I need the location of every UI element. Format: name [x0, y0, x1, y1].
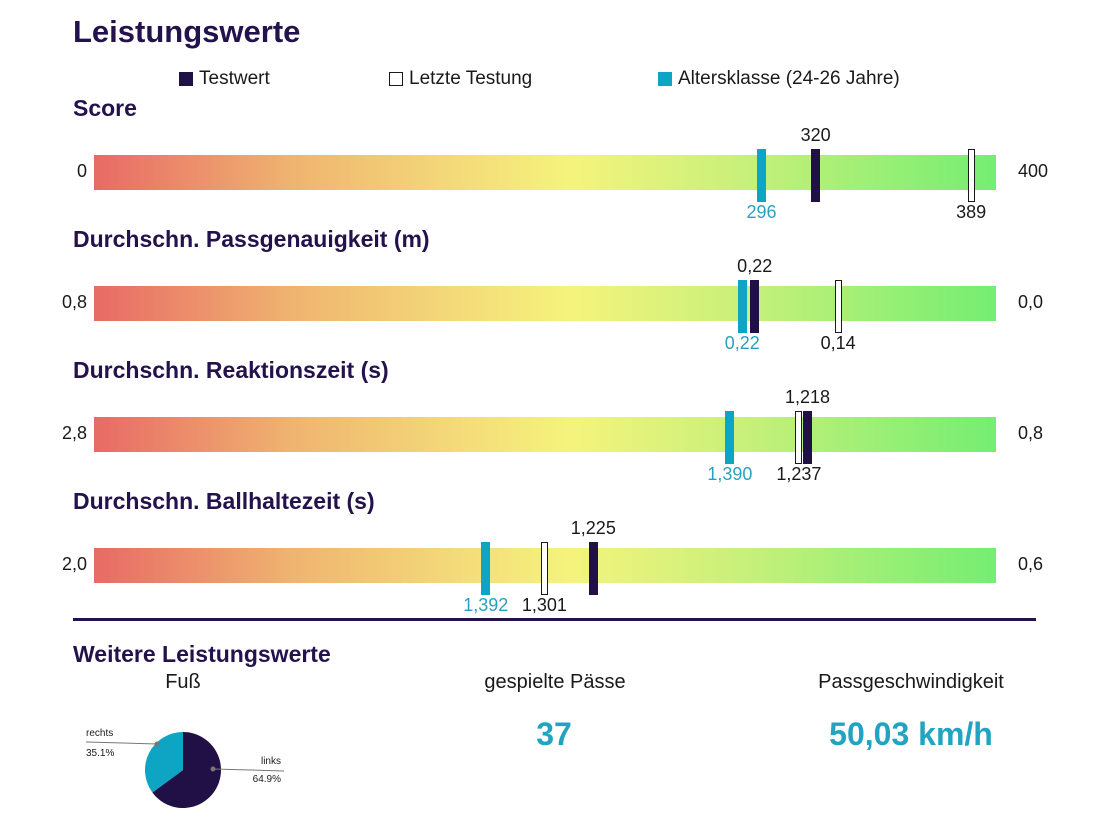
marker-age: [725, 411, 735, 464]
page-title: Leistungswerte: [73, 14, 301, 49]
marker-age: [481, 542, 491, 595]
label-last: 389: [956, 202, 987, 222]
label-last: 1,301: [521, 595, 567, 615]
speed-label: Passgeschwindigkeit: [818, 671, 1004, 693]
gradient-bar: [94, 286, 996, 321]
foot-label: Fuß: [165, 671, 201, 693]
metric-title: Durchschn. Reaktionszeit (s): [73, 357, 389, 383]
marker-last: [967, 149, 975, 202]
marker-last: [540, 542, 548, 595]
label-test: 0,22: [737, 256, 773, 276]
scale-max-label: 0,8: [1018, 423, 1044, 443]
scale-min-label: 2,0: [61, 554, 87, 574]
pie-leader-dot-rechts: [154, 741, 160, 747]
label-test: 1,225: [570, 518, 616, 538]
label-test: 1,218: [784, 387, 830, 407]
legend-item-testwert: Testwert: [179, 68, 270, 90]
marker-test: [802, 411, 812, 464]
pie-leader-rechts: [85, 741, 158, 745]
pie-label-links: links: [261, 756, 281, 767]
pie-label-rechts: rechts: [86, 728, 113, 739]
legend-swatch-testwert: [179, 72, 193, 86]
label-last: 0,14: [820, 333, 856, 353]
metric-passgenauigkeit: Durchschn. Passgenauigkeit (m) 0,8 0,0 0…: [0, 226, 1101, 353]
metric-title: Score: [73, 95, 137, 121]
scale-max-label: 0,0: [1018, 292, 1044, 312]
pie-leader-links: [212, 768, 285, 772]
passes-value: 37: [536, 716, 572, 752]
gradient-bar: [94, 417, 996, 452]
label-age: 1,392: [463, 595, 509, 615]
pie-slice-links: [152, 732, 222, 808]
marker-age: [737, 280, 747, 333]
metric-ballhaltezeit: Durchschn. Ballhaltezeit (s) 2,0 0,6 1,2…: [0, 488, 1101, 615]
pie-leader-dot-links: [210, 766, 216, 772]
pie-value-links: 64.9%: [253, 774, 281, 785]
marker-age: [756, 149, 766, 202]
section-title: Weitere Leistungswerte: [73, 641, 331, 667]
legend-swatch-altersklasse: [658, 72, 672, 86]
marker-last: [795, 411, 803, 464]
scale-max-label: 0,6: [1018, 554, 1044, 574]
legend-label-letzte-testung: Letzte Testung: [409, 68, 533, 89]
label-age: 0,22: [724, 333, 760, 353]
legend-item-letzte-testung: Letzte Testung: [389, 68, 532, 90]
scale-min-label: 0,8: [61, 292, 87, 312]
metric-score: Score 0 400 320 296 389: [0, 95, 1101, 222]
legend-label-altersklasse: Altersklasse (24-26 Jahre): [678, 68, 900, 89]
section-divider: [73, 618, 1036, 621]
speed-value: 50,03 km/h: [829, 716, 993, 752]
label-test: 320: [800, 125, 831, 145]
marker-test: [750, 280, 760, 333]
legend-item-altersklasse: Altersklasse (24-26 Jahre): [658, 68, 900, 90]
gradient-bar: [94, 155, 996, 190]
scale-max-label: 400: [1018, 161, 1049, 181]
pie-value-rechts: 35.1%: [86, 748, 114, 759]
metric-title: Durchschn. Passgenauigkeit (m): [73, 226, 430, 252]
passes-label: gespielte Pässe: [484, 671, 626, 693]
scale-min-label: 0: [76, 161, 87, 181]
marker-test: [588, 542, 598, 595]
foot-pie-chart: rechts 35.1% links 64.9%: [85, 728, 285, 808]
label-last: 1,237: [776, 464, 822, 484]
scale-min-label: 2,8: [61, 423, 87, 443]
legend-label-testwert: Testwert: [199, 68, 270, 89]
legend-swatch-letzte-testung: [389, 72, 403, 86]
metric-title: Durchschn. Ballhaltezeit (s): [73, 488, 375, 514]
metric-reaktionszeit: Durchschn. Reaktionszeit (s) 2,8 0,8 1,2…: [0, 357, 1101, 484]
marker-last: [834, 280, 842, 333]
label-age: 296: [746, 202, 777, 222]
marker-test: [811, 149, 821, 202]
label-age: 1,390: [707, 464, 753, 484]
pie-slice-rechts: [145, 732, 183, 793]
